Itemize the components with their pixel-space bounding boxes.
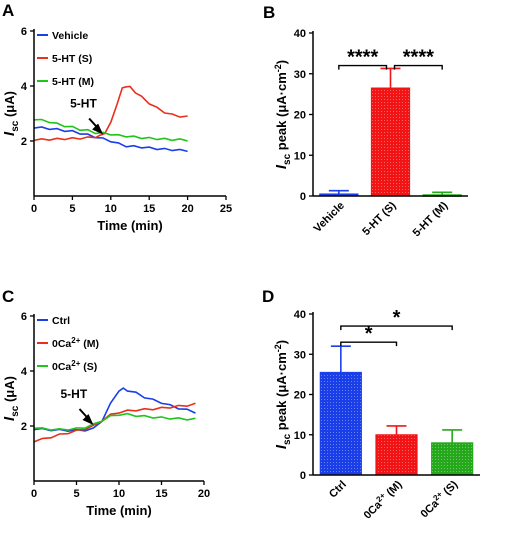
annotation-label: 5-HT xyxy=(61,387,88,401)
y-tick-label: 10 xyxy=(294,150,306,162)
y-tick-label: 40 xyxy=(294,309,306,321)
y-axis-label: Isc peak (μA·cm-2) xyxy=(273,60,293,169)
y-tick-label: 30 xyxy=(294,349,306,361)
legend-entry: 0Ca2+ (S) xyxy=(52,359,97,373)
legend-entry: Ctrl xyxy=(52,315,70,327)
x-tick-label: 10 xyxy=(113,488,125,500)
x-tick-label: 5 xyxy=(69,203,75,215)
x-tick-label: 20 xyxy=(198,488,210,500)
significance-bracket xyxy=(340,325,453,331)
significance-stars: * xyxy=(365,323,373,345)
annotation-arrowhead xyxy=(82,414,94,425)
bar-2 xyxy=(375,434,418,476)
category-label: 5-HT (M) xyxy=(411,199,451,239)
series-line-2 xyxy=(33,402,196,443)
y-tick-label: 20 xyxy=(294,390,306,402)
legend-entry: 5-HT (M) xyxy=(52,76,94,88)
significance-bracket xyxy=(340,341,398,347)
x-tick-label: 0 xyxy=(31,488,37,500)
legend-entry: 5-HT (S) xyxy=(52,53,92,65)
bar-2 xyxy=(370,87,411,197)
significance-stars: **** xyxy=(403,47,434,69)
significance-stars: **** xyxy=(347,47,378,69)
x-tick-label: 15 xyxy=(143,203,155,215)
y-axis-label: Isc (μA) xyxy=(1,376,21,421)
y-tick-label: 10 xyxy=(294,430,306,442)
x-tick-label: 15 xyxy=(155,488,167,500)
y-tick-label: 2 xyxy=(21,421,27,433)
y-tick-label: 6 xyxy=(21,311,27,323)
y-tick-label: 4 xyxy=(21,366,28,378)
category-label: 0Ca2+ (S) xyxy=(417,477,460,520)
annotation-label: 5-HT xyxy=(70,97,97,111)
series-line-2 xyxy=(33,85,188,142)
annotation-arrowhead xyxy=(92,123,104,135)
category-label: 5-HT (S) xyxy=(360,199,399,238)
category-label: 0Ca2+ (M) xyxy=(360,477,405,522)
y-tick-label: 6 xyxy=(21,26,27,38)
y-tick-label: 4 xyxy=(21,81,28,93)
panel-letter: A xyxy=(2,1,14,20)
category-label: Ctrl xyxy=(327,479,349,501)
y-tick-label: 2 xyxy=(21,136,27,148)
bar-1 xyxy=(319,371,362,476)
x-tick-label: 25 xyxy=(220,203,232,215)
x-axis-label: Time (min) xyxy=(97,218,163,233)
y-tick-label: 0 xyxy=(300,470,306,482)
significance-bracket xyxy=(393,64,443,70)
significance-stars: * xyxy=(393,307,401,329)
series-line-3 xyxy=(33,412,196,431)
panel-letter: B xyxy=(263,3,275,22)
y-axis-label: Isc (μA) xyxy=(1,91,21,136)
y-tick-label: 20 xyxy=(294,110,306,122)
series-line-1 xyxy=(33,126,188,153)
y-tick-label: 40 xyxy=(294,28,306,40)
series-line-3 xyxy=(33,118,188,142)
legend-entry: 0Ca2+ (M) xyxy=(52,336,99,350)
x-tick-label: 20 xyxy=(181,203,193,215)
bar-3 xyxy=(431,442,474,476)
legend-entry: Vehicle xyxy=(52,30,88,42)
x-tick-label: 5 xyxy=(73,488,79,500)
x-axis-label: Time (min) xyxy=(86,503,152,518)
series-line-1 xyxy=(33,387,196,433)
x-tick-label: 0 xyxy=(31,203,37,215)
y-tick-label: 0 xyxy=(300,191,306,203)
y-tick-label: 30 xyxy=(294,69,306,81)
panel-letter: C xyxy=(2,287,14,306)
y-axis-label: Isc peak (μA·cm-2) xyxy=(273,340,293,449)
x-tick-label: 10 xyxy=(105,203,117,215)
panel-letter: D xyxy=(262,287,274,306)
significance-bracket xyxy=(338,64,388,70)
category-label: Vehicle xyxy=(312,200,347,235)
